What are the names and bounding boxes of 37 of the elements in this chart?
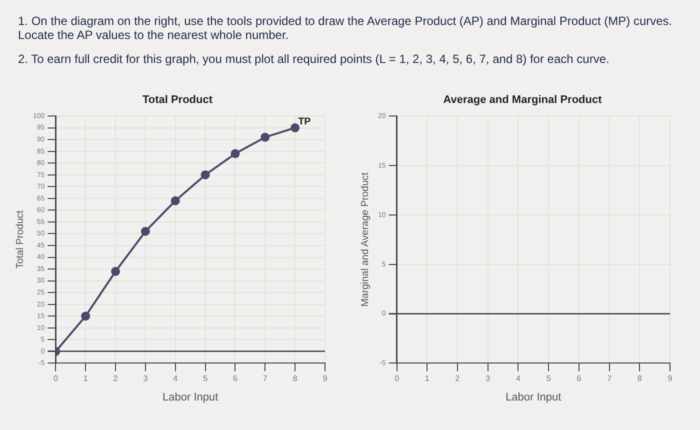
point [170,196,180,206]
text: 1. On the diagram on the right, use the tools provided to draw the Average Product (AP) and Marginal Product (MP) curves. Locate the AP values to the nearest whole number. [18,14,674,42]
point [260,132,270,142]
x-tick-label: 6 [233,374,238,384]
point [81,312,90,321]
y-axis-title: Total Product [14,210,26,269]
x-tick-label: 2 [113,374,118,384]
x-tick-label: 3 [143,374,148,384]
x-tick-label: 0 [394,374,400,384]
chart-title: Total Product [141,94,214,106]
x-tick-label: 8 [637,374,642,384]
x-tick-label: 5 [203,374,208,384]
x-tick-label: 1 [424,374,430,384]
x-tick-label: 7 [262,374,268,384]
x-tick-label: 9 [668,374,673,384]
x-tick-label: 4 [173,374,178,384]
x-tick-label: 3 [486,374,491,384]
x-axis-title: Labor Input [506,391,562,404]
point [230,149,240,158]
x-axis-title: Labor Input [162,391,218,404]
x-tick-label: 8 [292,374,298,384]
point [200,170,210,180]
x-tick-label: 7 [607,374,612,384]
x-tick-label: 0 [53,374,58,384]
x-tick-label: 4 [516,374,521,384]
point [111,266,120,276]
x-tick-label: 1 [83,374,88,384]
series-label: TP [298,116,312,128]
point [140,226,150,236]
x-tick-label: 2 [455,374,460,384]
text: 2. To earn full credit for this graph, you must plot all required points (L = 1, 2, 3, 4, 5, 6, 7, and 8) for each curve. [18,52,610,66]
x-tick-label: 6 [576,374,582,384]
chart-title: Average and Marginal Product [442,94,603,106]
x-tick-label: 5 [546,374,552,384]
y-axis-title: Marginal and Average Product [360,172,371,307]
x-tick-label: 9 [322,374,328,384]
point [290,123,300,132]
